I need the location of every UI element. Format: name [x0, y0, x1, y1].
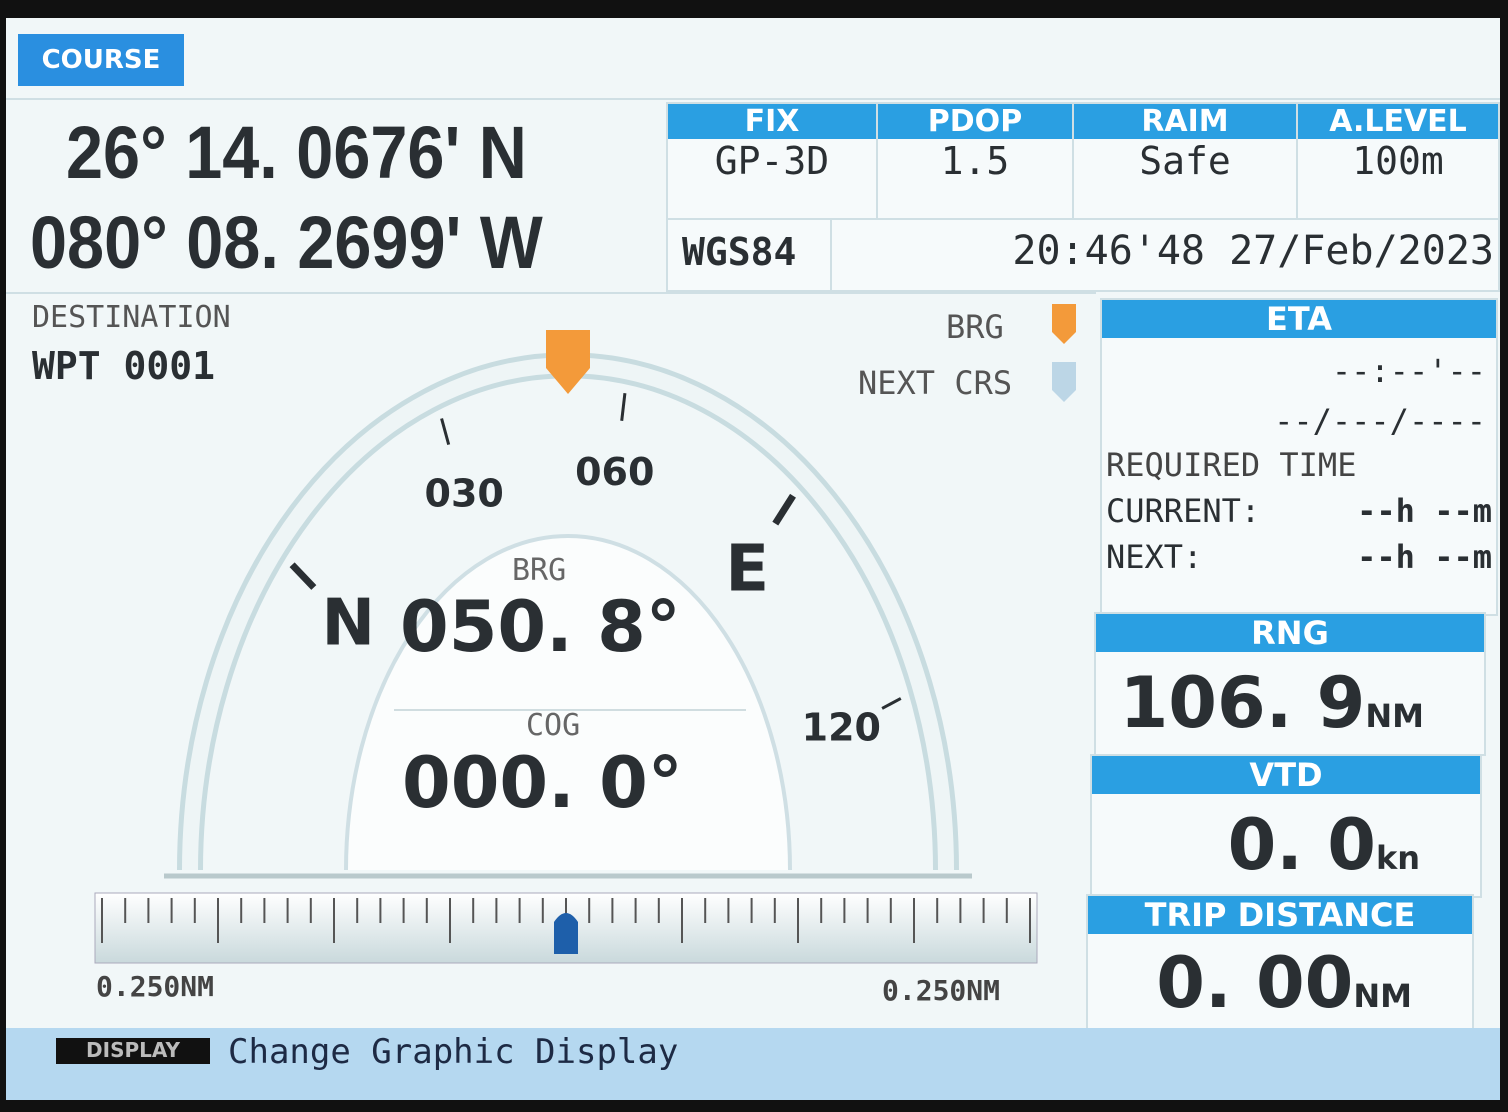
dial-tick: [440, 418, 451, 446]
eta-date: --/---/----: [1274, 402, 1486, 440]
dial-label-060: 060: [575, 450, 654, 494]
cog-value: 000. 0°: [402, 742, 683, 824]
cog-label: COG: [526, 708, 581, 743]
next-label: NEXT:: [1106, 538, 1203, 576]
rng-value: 106. 9: [1119, 662, 1366, 744]
rng-unit: NM: [1365, 697, 1424, 735]
datetime: 20:46'48 27/Feb/2023: [830, 218, 1500, 292]
trip-label: TRIP DISTANCE: [1088, 896, 1472, 934]
dial-tick: [881, 697, 902, 710]
dial-label-E: E: [725, 532, 769, 606]
dial-tick: [289, 562, 317, 590]
dial-tick: [772, 493, 796, 526]
brg-label: BRG: [512, 553, 567, 588]
legend-brg: BRG: [946, 308, 1004, 346]
eta-panel: ETA --:--'-- --/---/---- REQUIRED TIME C…: [1100, 298, 1498, 616]
pdop-value: 1.5: [940, 139, 1010, 183]
alevel-label: A.LEVEL: [1298, 104, 1498, 139]
display-key[interactable]: DISPLAY: [56, 1038, 210, 1064]
latitude: 26° 14. 0676' N: [66, 111, 527, 194]
legend-next-crs: NEXT CRS: [858, 364, 1013, 402]
rng-panel: RNG 106. 9NM: [1094, 612, 1486, 756]
course-tab[interactable]: COURSE: [18, 34, 184, 86]
raim-label: RAIM: [1074, 104, 1296, 139]
xte-scale: [94, 892, 1038, 964]
compass-dial: N 030 060 E 120: [164, 330, 972, 879]
dial-label-N: N: [322, 587, 376, 661]
dial-inner: [344, 534, 792, 871]
dial-tick: [620, 393, 627, 422]
eta-label: ETA: [1102, 300, 1496, 338]
datum: WGS84: [666, 218, 832, 292]
xte-right-label: 0.250NM: [882, 974, 1001, 1007]
vessel-marker-icon: [554, 913, 578, 954]
vtd-label: VTD: [1092, 756, 1480, 794]
raim-value: Safe: [1139, 139, 1231, 183]
vtd-value: 0. 0: [1227, 804, 1376, 886]
vtd-unit: kn: [1375, 839, 1420, 877]
trip-value: 0. 00: [1156, 942, 1354, 1024]
destination-label: DESTINATION: [32, 300, 231, 335]
dial-label-030: 030: [425, 471, 504, 515]
trip-unit: NM: [1353, 977, 1412, 1015]
eta-time: --:--'--: [1331, 352, 1486, 390]
bearing-pointer-icon: [546, 330, 590, 394]
pdop-label: PDOP: [878, 104, 1072, 139]
fix-value: GP-3D: [714, 139, 830, 183]
gps-status-panel: FIX GP-3D PDOP 1.5 RAIM Safe A.LEVEL 100m: [666, 102, 1500, 220]
xte-left-label: 0.250NM: [96, 970, 215, 1003]
rng-label: RNG: [1096, 614, 1484, 652]
destination-value: WPT 0001: [32, 344, 216, 388]
dial-label-120: 120: [802, 706, 881, 750]
next-value: --h --m: [1357, 538, 1492, 576]
vtd-panel: VTD 0. 0kn: [1090, 754, 1482, 898]
course-screen: COURSE 26° 14. 0676' N 080° 08. 2699' W …: [6, 18, 1500, 1100]
footer-bar: DISPLAY Change Graphic Display: [6, 1028, 1500, 1100]
trip-panel: TRIP DISTANCE 0. 00NM: [1086, 894, 1474, 1036]
alevel-value: 100m: [1352, 139, 1444, 183]
longitude: 080° 08. 2699' W: [30, 201, 543, 284]
required-time-label: REQUIRED TIME: [1106, 446, 1357, 484]
fix-label: FIX: [668, 104, 876, 139]
footer-hint: Change Graphic Display: [228, 1032, 679, 1072]
brg-value: 050. 8°: [400, 586, 681, 668]
current-value: --h --m: [1357, 492, 1492, 530]
current-label: CURRENT:: [1106, 492, 1261, 530]
